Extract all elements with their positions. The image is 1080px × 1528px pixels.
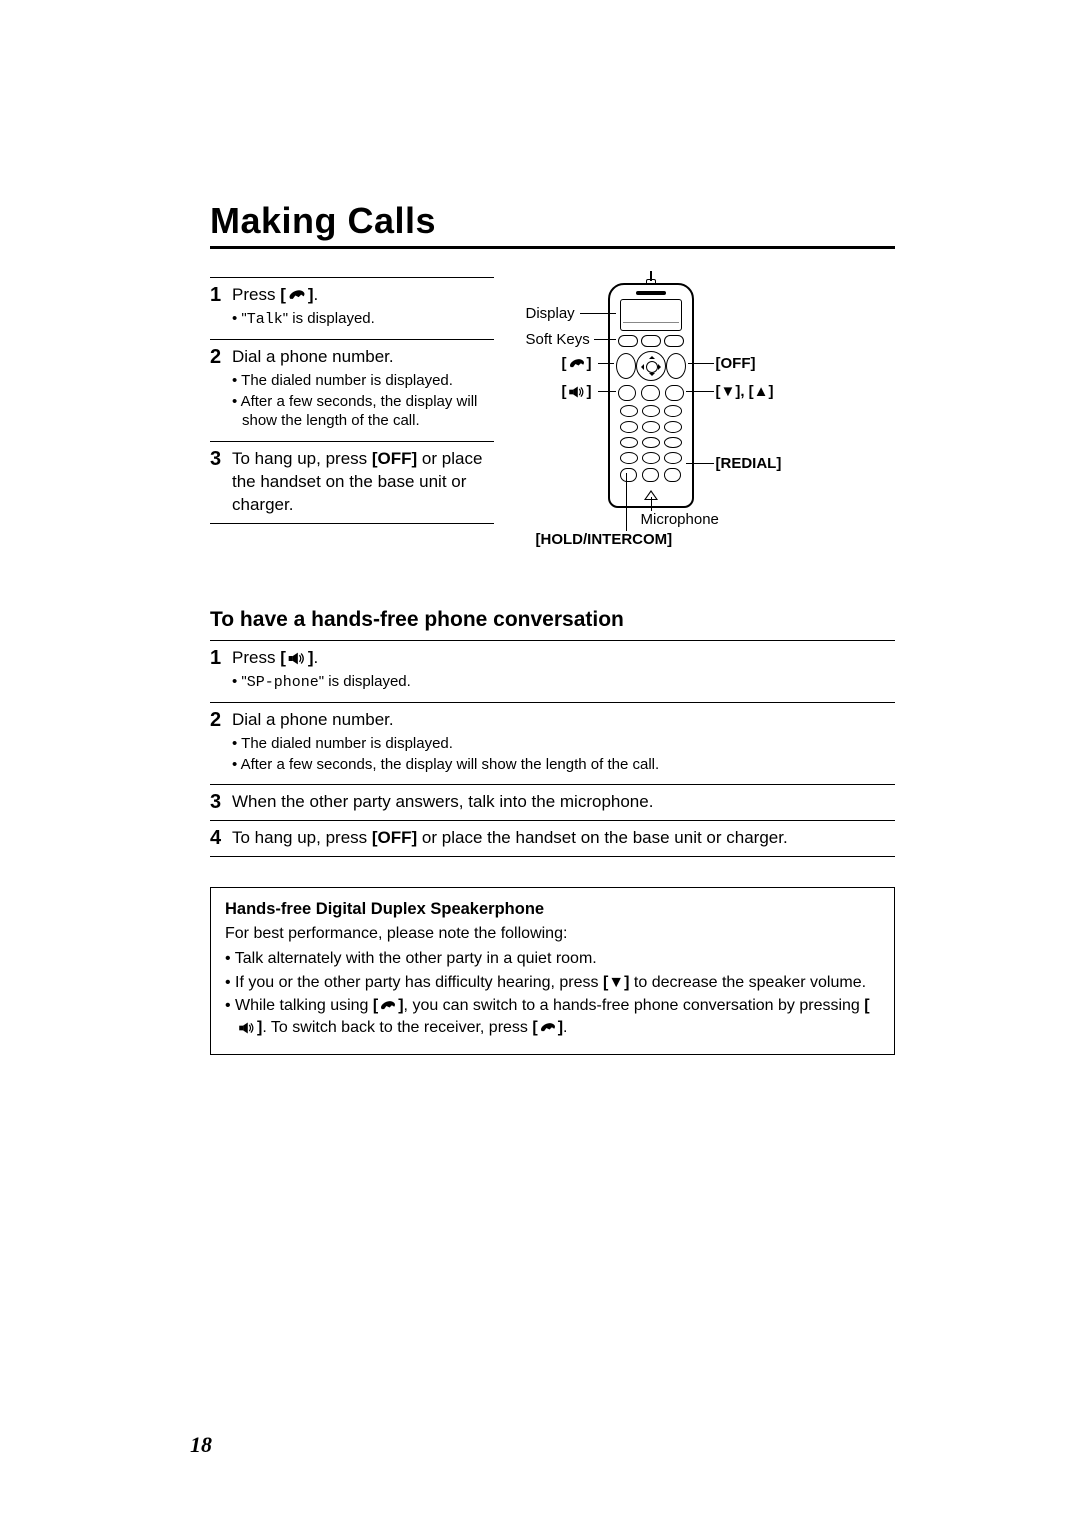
step-sub: "SP-phone" is displayed. [232, 672, 411, 693]
step-number: 2 [210, 346, 232, 436]
step-text: Press []. [232, 647, 411, 670]
infobox-item: While talking using [], you can switch t… [225, 995, 880, 1038]
label-off: [OFF] [716, 355, 756, 372]
step-number: 3 [210, 448, 232, 519]
step-text: To hang up, press [OFF] or place the han… [232, 827, 788, 850]
step-number: 3 [210, 791, 232, 816]
infobox-intro: For best performance, please note the fo… [225, 923, 880, 945]
label-softkeys: Soft Keys [526, 331, 590, 348]
section1-steps: 1 Press []. "Talk" is displayed. 2 Dial … [210, 277, 494, 568]
step-number: 1 [210, 284, 232, 335]
step-text: Press []. [232, 284, 375, 307]
speaker-icon [237, 1021, 257, 1035]
step-sub: The dialed number is displayed. [232, 371, 494, 391]
section2-steps: 1 Press []. "SP-phone" is displayed. 2 D… [210, 640, 895, 857]
page-number: 18 [190, 1432, 212, 1458]
step-number: 1 [210, 647, 232, 698]
step-number: 4 [210, 827, 232, 852]
phone-outline [608, 283, 694, 508]
step-sub: The dialed number is displayed. [232, 734, 659, 754]
step-sub: After a few seconds, the display will sh… [232, 755, 659, 775]
step-sub: After a few seconds, the display will sh… [232, 392, 494, 431]
label-hold-intercom: [HOLD/INTERCOM] [536, 531, 673, 548]
step-text: To hang up, press [OFF] or place the han… [232, 448, 494, 517]
page-title: Making Calls [210, 200, 895, 242]
step-sub: "Talk" is displayed. [232, 309, 375, 330]
talk-icon [378, 999, 398, 1013]
label-display: Display [526, 305, 575, 322]
infobox-item: If you or the other party has difficulty… [225, 972, 880, 994]
section2-heading: To have a hands-free phone conversation [210, 608, 895, 632]
label-microphone: Microphone [641, 511, 719, 528]
infobox-heading: Hands-free Digital Duplex Speakerphone [225, 898, 880, 920]
label-talk: [] [562, 355, 592, 372]
label-speaker: [] [562, 383, 592, 400]
speakerphone-infobox: Hands-free Digital Duplex Speakerphone F… [210, 887, 895, 1055]
label-arrows: [▼], [▲] [716, 383, 774, 400]
infobox-item: Talk alternately with the other party in… [225, 948, 880, 970]
title-rule [210, 246, 895, 249]
step-number: 2 [210, 709, 232, 780]
step-text: Dial a phone number. [232, 346, 494, 369]
step-text: When the other party answers, talk into … [232, 791, 653, 814]
talk-icon [538, 1021, 558, 1035]
talk-icon [286, 288, 308, 303]
speaker-icon [286, 651, 308, 666]
label-redial: [REDIAL] [716, 455, 782, 472]
step-text: Dial a phone number. [232, 709, 659, 732]
handset-diagram: Display Soft Keys [] [] [OFF] [▼], [▲] [… [526, 283, 886, 568]
